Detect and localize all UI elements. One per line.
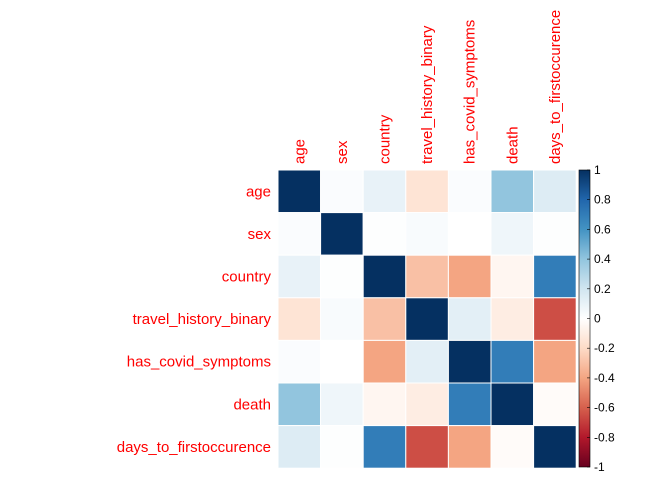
row-label-has_covid_symptoms: has_covid_symptoms bbox=[127, 354, 271, 371]
heatmap-cell-travel_history_binary-death bbox=[490, 297, 535, 341]
column-label-has_covid_symptoms: has_covid_symptoms bbox=[462, 20, 479, 164]
heatmap-cell-days_to_firstoccurence-country bbox=[362, 425, 407, 469]
heatmap-cell-has_covid_symptoms-travel_history_binary bbox=[405, 339, 449, 384]
heatmap-cell-sex-country bbox=[362, 212, 407, 256]
heatmap-cell-sex-has_covid_symptoms bbox=[447, 212, 492, 256]
row-label-days_to_firstoccurence: days_to_firstoccurence bbox=[117, 439, 271, 456]
heatmap-cell-has_covid_symptoms-death bbox=[490, 339, 535, 384]
heatmap-cell-country-country bbox=[362, 254, 407, 299]
heatmap-cell-age-travel_history_binary bbox=[405, 169, 449, 214]
heatmap-cell-travel_history_binary-has_covid_symptoms bbox=[447, 297, 492, 341]
heatmap-cell-days_to_firstoccurence-age bbox=[277, 425, 322, 469]
heatmap-cell-country-travel_history_binary bbox=[405, 254, 449, 299]
heatmap-cell-has_covid_symptoms-days_to_firstoccurence bbox=[533, 339, 577, 384]
heatmap-cell-days_to_firstoccurence-death bbox=[490, 425, 535, 469]
row-label-age: age bbox=[246, 183, 271, 200]
heatmap-cell-death-sex bbox=[320, 382, 364, 427]
heatmap-cell-age-country bbox=[362, 169, 407, 214]
heatmap-cell-country-death bbox=[490, 254, 535, 299]
color-legend-tick-label: -0.8 bbox=[594, 430, 615, 444]
color-legend-tick-label: 0.8 bbox=[594, 193, 611, 207]
color-legend-tick-label: -0.4 bbox=[594, 371, 615, 385]
heatmap-cell-sex-death bbox=[490, 212, 535, 256]
heatmap-cell-country-days_to_firstoccurence bbox=[533, 254, 577, 299]
heatmap-cell-sex-sex bbox=[320, 212, 364, 256]
column-label-travel_history_binary: travel_history_binary bbox=[419, 25, 436, 164]
heatmap-cell-has_covid_symptoms-country bbox=[362, 339, 407, 384]
heatmap-cell-age-has_covid_symptoms bbox=[447, 169, 492, 214]
color-legend-tick-label: -1 bbox=[594, 460, 605, 474]
heatmap-cell-has_covid_symptoms-age bbox=[277, 339, 322, 384]
row-label-travel_history_binary: travel_history_binary bbox=[133, 311, 272, 328]
color-legend-tick-label: -0.2 bbox=[594, 341, 615, 355]
heatmap-cell-has_covid_symptoms-sex bbox=[320, 339, 364, 384]
heatmap-cell-age-sex bbox=[320, 169, 364, 214]
heatmap-cell-country-age bbox=[277, 254, 322, 299]
row-label-country: country bbox=[222, 269, 272, 286]
heatmap-cell-death-death bbox=[490, 382, 535, 427]
column-label-death: death bbox=[504, 126, 521, 164]
heatmap-cell-death-travel_history_binary bbox=[405, 382, 449, 427]
color-legend-tick-label: 0.2 bbox=[594, 282, 611, 296]
heatmap-cell-travel_history_binary-days_to_firstoccurence bbox=[533, 297, 577, 341]
column-label-sex: sex bbox=[334, 140, 351, 164]
heatmap-cell-sex-age bbox=[277, 212, 322, 256]
heatmap-cell-death-age bbox=[277, 382, 322, 427]
color-legend-tick-label: 0 bbox=[594, 312, 601, 326]
heatmap-cell-travel_history_binary-country bbox=[362, 297, 407, 341]
heatmap-cell-sex-travel_history_binary bbox=[405, 212, 449, 256]
color-legend-tick-label: 0.6 bbox=[594, 222, 611, 236]
heatmap-cell-travel_history_binary-travel_history_binary bbox=[405, 297, 449, 341]
heatmap-cell-has_covid_symptoms-has_covid_symptoms bbox=[447, 339, 492, 384]
heatmap-cell-days_to_firstoccurence-travel_history_binary bbox=[405, 425, 449, 469]
heatmap-cell-age-age bbox=[277, 169, 322, 214]
column-label-age: age bbox=[291, 139, 308, 164]
heatmap-cell-days_to_firstoccurence-days_to_firstoccurence bbox=[533, 425, 577, 469]
heatmap-cell-days_to_firstoccurence-has_covid_symptoms bbox=[447, 425, 492, 469]
color-legend-tick-label: 0.4 bbox=[594, 252, 611, 266]
heatmap-cell-country-sex bbox=[320, 254, 364, 299]
heatmap-cell-death-has_covid_symptoms bbox=[447, 382, 492, 427]
color-legend: 1 0.8 0.6 0.4 0.2 0 -0.2 -0.4 -0.6 -0.8 -1 bbox=[578, 163, 615, 474]
heatmap-cell-age-days_to_firstoccurence bbox=[533, 169, 577, 214]
heatmap-cell-sex-days_to_firstoccurence bbox=[533, 212, 577, 256]
heatmap-cells bbox=[277, 169, 577, 469]
heatmap-cell-travel_history_binary-age bbox=[277, 297, 322, 341]
heatmap-cell-death-country bbox=[362, 382, 407, 427]
color-legend-tick-label: 1 bbox=[594, 163, 601, 177]
column-label-days_to_firstoccurence: days_to_firstoccurence bbox=[547, 10, 564, 164]
row-label-death: death bbox=[233, 396, 271, 413]
color-legend-tick-label: -0.6 bbox=[594, 401, 615, 415]
row-labels: age sex country travel_history_binary has_co… bbox=[117, 183, 272, 456]
heatmap-cell-days_to_firstoccurence-sex bbox=[320, 425, 364, 469]
heatmap-cell-travel_history_binary-sex bbox=[320, 297, 364, 341]
column-labels: age sex country travel_history_binary has_co… bbox=[291, 10, 564, 164]
heatmap-cell-country-has_covid_symptoms bbox=[447, 254, 492, 299]
heatmap-cell-age-death bbox=[490, 169, 535, 214]
heatmap-cell-death-days_to_firstoccurence bbox=[533, 382, 577, 427]
column-label-country: country bbox=[377, 114, 394, 164]
row-label-sex: sex bbox=[248, 226, 272, 243]
